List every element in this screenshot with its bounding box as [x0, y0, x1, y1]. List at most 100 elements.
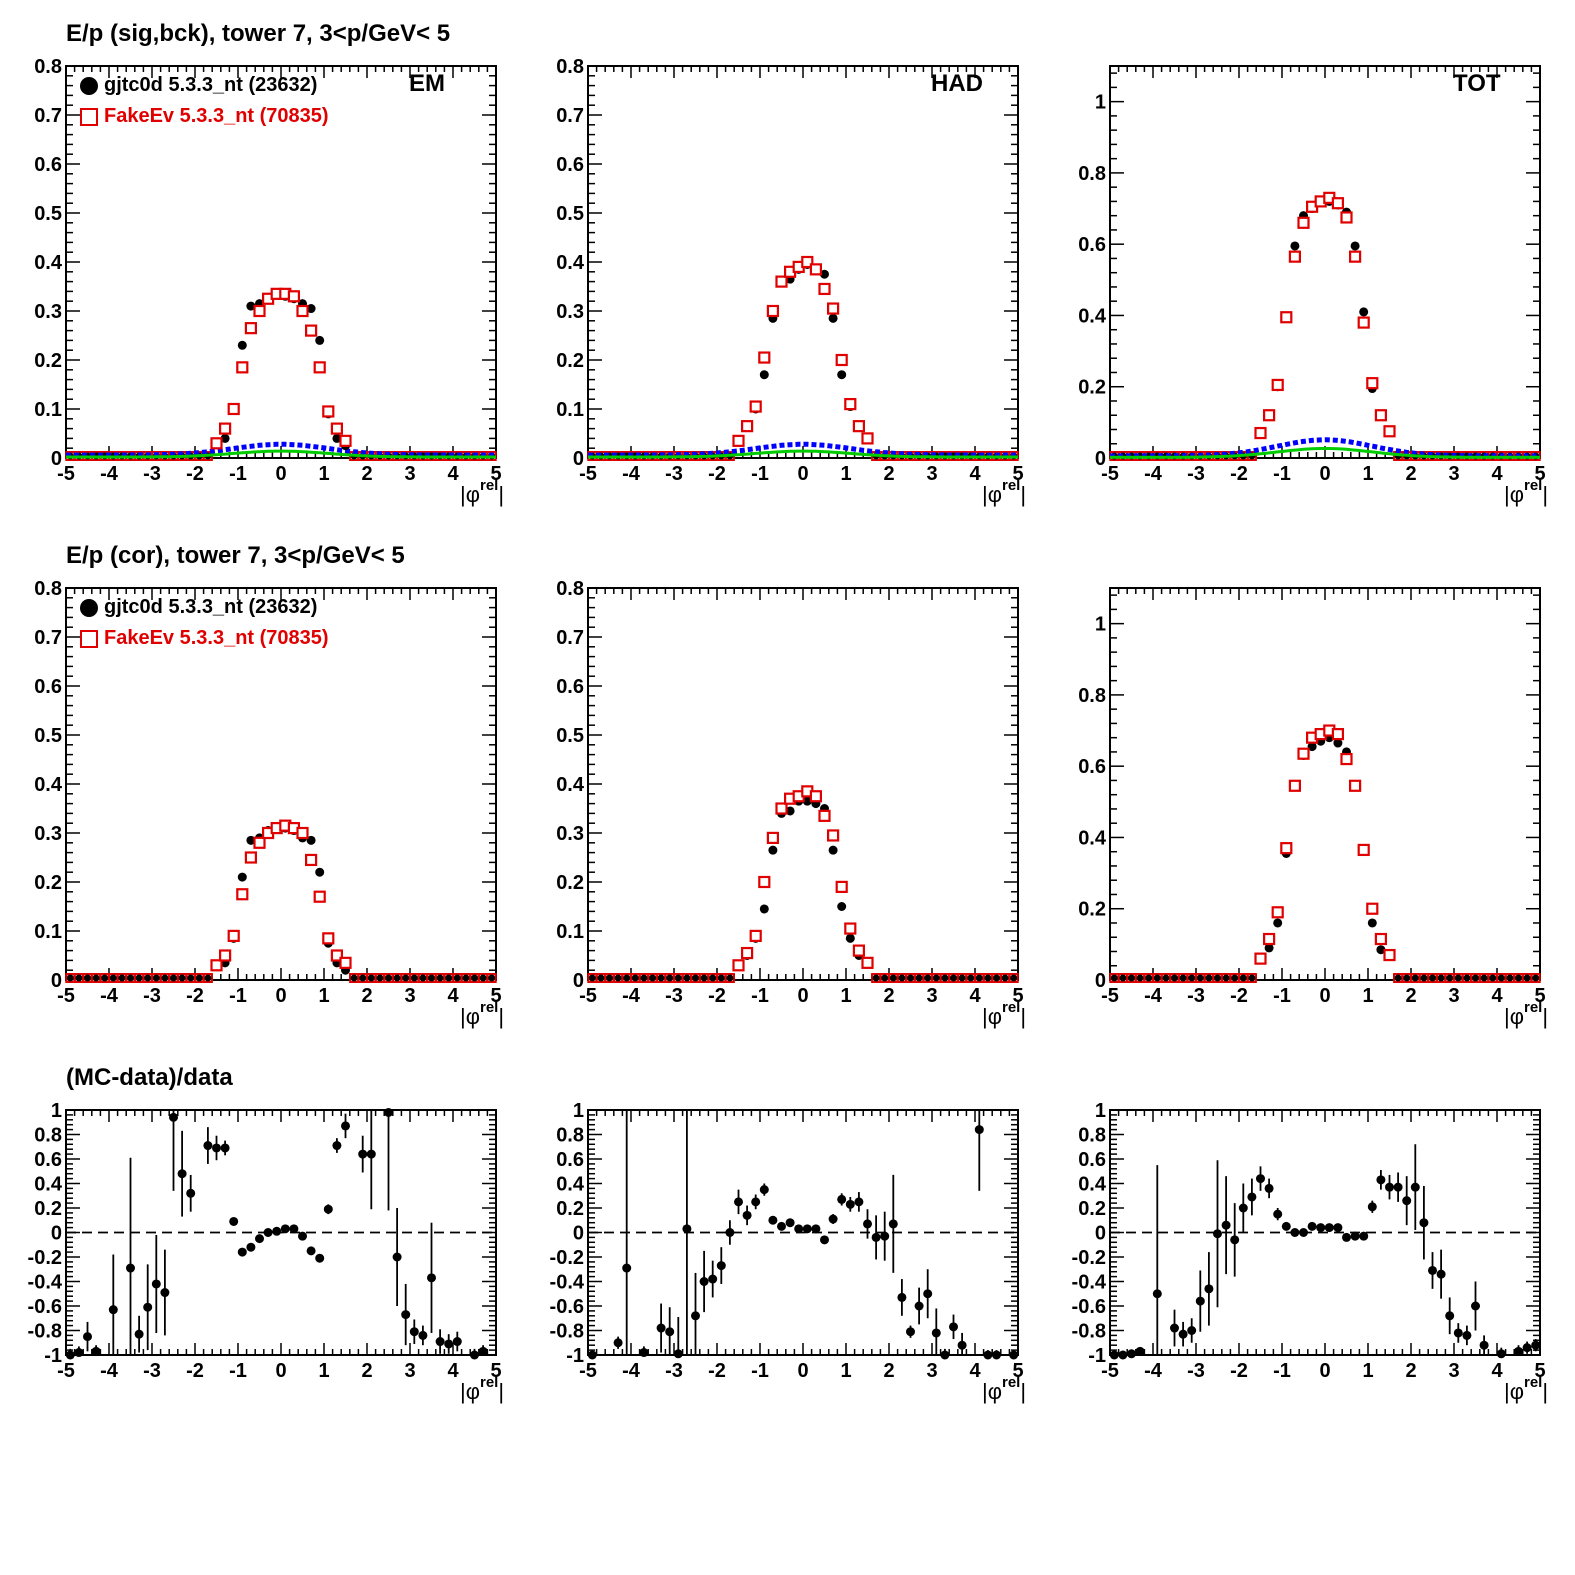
x-tick-label: -1 [229, 1360, 247, 1382]
ratio-dot-point [1445, 1311, 1455, 1321]
baseline-dot-point [1523, 974, 1531, 982]
baseline-dot-point [118, 974, 126, 982]
mc-square-point [766, 831, 780, 845]
x-tick-label: -1 [229, 985, 247, 1007]
ratio-dot-point [1402, 1196, 1412, 1206]
baseline-dot-point [109, 974, 117, 982]
baseline-dot-point [187, 974, 195, 982]
data-dot-point [306, 304, 316, 314]
mc-square-point [732, 434, 745, 447]
y-tick-label: 0.6 [556, 676, 584, 698]
y-tick-label: -0.8 [28, 1321, 62, 1343]
y-tick-label: 0.5 [556, 725, 584, 747]
ratio-dot-point [691, 1311, 700, 1321]
x-tick-label: -1 [751, 463, 769, 485]
baseline-dot-point [1136, 974, 1144, 982]
baseline-dot-point [1497, 974, 1505, 982]
baseline-dot-point [984, 974, 992, 982]
ratio-dot-point [914, 1301, 924, 1311]
ratio-dot-point [923, 1289, 933, 1299]
x-tick-label: 2 [1405, 985, 1416, 1007]
x-tick-label: 0 [797, 1360, 808, 1382]
ratio-dot-point [1342, 1232, 1351, 1242]
ratio-dot-point [725, 1228, 735, 1237]
ratio-dot-point [1531, 1340, 1541, 1350]
ratio-dot-point [820, 1235, 829, 1245]
y-tick-label: -0.6 [28, 1296, 62, 1318]
x-tick-label: 5 [1534, 1360, 1545, 1382]
baseline-dot-point [410, 974, 418, 982]
data-dot-point [837, 902, 847, 911]
ratio-dot-point [708, 1274, 718, 1284]
x-tick-label: 5 [1012, 463, 1023, 485]
baseline-dot-point [101, 974, 109, 982]
baseline-dot-point [726, 974, 734, 982]
y-tick-label: 0.1 [556, 399, 584, 421]
ratio-dot-point [435, 1337, 445, 1347]
ratio-dot-point [1230, 1235, 1240, 1245]
mc-square-point [296, 304, 309, 318]
ratio-dot-point [229, 1216, 239, 1226]
mc-square-point [305, 853, 318, 867]
baseline-dot-point [709, 974, 717, 982]
x-tick-label: 4 [1491, 463, 1503, 485]
baseline-dot-point [872, 974, 880, 982]
x-axis-label: |φrel| [982, 477, 1026, 507]
data-dot-point [759, 904, 769, 914]
baseline-dot-point [385, 974, 392, 982]
ratio-dot-point [1264, 1183, 1274, 1193]
baseline-dot-point [915, 974, 923, 982]
mc-square-point [1254, 952, 1267, 965]
baseline-dot-point [683, 974, 691, 982]
ratio-dot-point [280, 1224, 290, 1234]
data-dot-point [315, 335, 325, 345]
mc-square-point [758, 875, 771, 889]
x-tick-label: 0 [1319, 463, 1330, 485]
data-dot-point [332, 433, 342, 443]
baseline-dot-point [1429, 974, 1436, 982]
ratio-dot-point [298, 1231, 307, 1241]
baseline-dot-point [1472, 974, 1479, 982]
ratio-dot-point [1453, 1328, 1463, 1338]
baseline-dot-point [1463, 974, 1471, 982]
baseline-dot-point [993, 974, 1000, 982]
data-dot-point [845, 933, 855, 943]
x-tick-label: -1 [751, 1360, 769, 1382]
ratio-dot-point [811, 1224, 821, 1234]
x-tick-label: 0 [275, 985, 286, 1007]
y-tick-label: -1 [1088, 1345, 1106, 1367]
x-tick-label: -3 [1187, 985, 1205, 1007]
y-tick-label: 0.4 [34, 1174, 63, 1196]
y-tick-label: 0.8 [556, 56, 584, 78]
baseline-dot-point [428, 974, 435, 982]
mc-square-point [253, 304, 266, 318]
y-tick-label: 0.6 [556, 1149, 584, 1171]
x-tick-label: 4 [1491, 985, 1503, 1007]
ratio-dot-point [401, 1310, 411, 1320]
ratio-dot-point [74, 1348, 84, 1358]
baseline-dot-point [1454, 974, 1462, 982]
baseline-dot-point [657, 974, 665, 982]
x-tick-label: -5 [57, 463, 75, 485]
y-tick-label: 0.8 [34, 56, 62, 78]
x-tick-label: 4 [447, 985, 459, 1007]
ratio-dot-point [1204, 1284, 1214, 1294]
ratio-dot-point [716, 1261, 726, 1271]
mc-square-point [219, 422, 232, 435]
baseline-dot-point [692, 974, 699, 982]
baseline-dot-point [1001, 974, 1009, 982]
ratio-dot-point [108, 1305, 118, 1315]
plot-frame [587, 587, 1019, 981]
data-dot-point [1264, 943, 1274, 953]
legend-mc-label: FakeEv 5.3.3_nt (70835) [104, 627, 329, 649]
mc-square-point [1366, 377, 1379, 390]
y-tick-label: 1 [51, 1100, 62, 1122]
mc-square-point [244, 851, 257, 864]
mc-square-point [313, 361, 326, 374]
baseline-dot-point [135, 974, 143, 982]
x-tick-label: 3 [926, 463, 937, 485]
baseline-dot-point [958, 974, 966, 982]
ratio-dot-point [734, 1197, 743, 1207]
y-tick-label: 1 [1095, 614, 1106, 636]
x-axis-label: |φrel| [1504, 999, 1548, 1029]
